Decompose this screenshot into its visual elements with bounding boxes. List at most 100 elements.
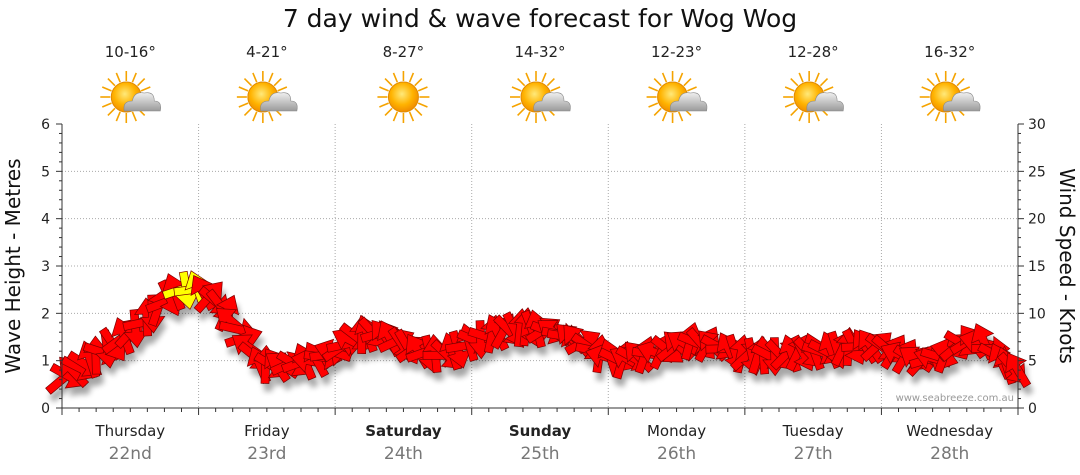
sun-ray: [273, 78, 282, 87]
sun-disc: [387, 81, 419, 113]
left-tick-label: 5: [41, 164, 50, 180]
sun-ray: [243, 78, 253, 87]
sun-ray: [677, 72, 684, 83]
day-temperature: 16-32°: [924, 43, 975, 61]
day-date-label: 26th: [657, 444, 696, 464]
sun-ray: [243, 107, 253, 116]
sun-ray: [653, 107, 662, 116]
sun-ray: [131, 72, 137, 83]
sun-ray: [814, 111, 820, 122]
sun-ray: [798, 72, 804, 83]
sun-ray: [814, 72, 820, 83]
cloud: [123, 92, 161, 112]
watermark: www.seabreeze.com.au: [896, 393, 1014, 404]
left-tick-label: 4: [41, 212, 50, 228]
sun-ray: [926, 78, 935, 87]
sun-ray: [131, 111, 137, 122]
sun-ray: [926, 107, 935, 116]
sun-ray: [956, 78, 965, 87]
left-tick-label: 3: [41, 259, 50, 275]
day-temperature: 4-21°: [246, 43, 288, 61]
sun-ray: [277, 86, 288, 92]
right-tick-label: 5: [1028, 354, 1037, 370]
wind-arrow: [123, 309, 149, 349]
sun-ray: [408, 111, 415, 122]
sun-ray: [823, 86, 834, 92]
sun-ray: [517, 78, 526, 87]
day-date-label: 24th: [384, 444, 423, 464]
sun-ray: [238, 102, 249, 108]
sun-ray: [648, 102, 659, 108]
sun-ray: [417, 86, 428, 92]
sun-ray: [107, 107, 116, 116]
day-date-label: 28th: [930, 444, 969, 464]
day-temperature: 10-16°: [105, 43, 156, 61]
day-date-label: 27th: [794, 444, 833, 464]
sun-cloud-icon: [783, 71, 844, 123]
sun-ray: [252, 111, 258, 122]
sun-ray: [511, 102, 522, 108]
sun-ray: [921, 102, 932, 108]
sun-ray: [268, 111, 274, 122]
day-name-label: Friday: [244, 422, 290, 440]
right-tick-label: 20: [1028, 212, 1046, 228]
sun-cloud-icon: [236, 71, 298, 123]
cloud: [806, 92, 844, 112]
sun-cloud-icon: [646, 71, 708, 123]
sun-ray: [408, 72, 415, 83]
sun-ray: [677, 111, 684, 122]
sun-ray: [107, 78, 116, 87]
sun-ray: [541, 111, 547, 122]
sun-ray: [525, 111, 531, 122]
day-name-label: Wednesday: [906, 422, 993, 440]
sun-ray: [784, 102, 795, 108]
day-date-label: 23rd: [247, 444, 286, 464]
sun-ray: [935, 111, 941, 122]
sun-ray: [115, 111, 121, 122]
sun-ray: [661, 111, 668, 122]
right-tick-label: 10: [1028, 306, 1046, 322]
sun-ray: [101, 86, 112, 92]
sun-ray: [921, 86, 932, 92]
day-date-label: 25th: [520, 444, 559, 464]
sun-ray: [661, 72, 668, 83]
sun-ray: [550, 86, 561, 92]
day-date-label: 22nd: [109, 444, 152, 464]
left-tick-label: 0: [41, 401, 50, 417]
right-tick-label: 25: [1028, 164, 1046, 180]
sun-cloud-icon: [510, 71, 571, 123]
sun-cloud-icon: [919, 71, 981, 123]
sun-ray: [819, 78, 829, 87]
sun-ray: [101, 102, 112, 108]
sun-ray: [653, 78, 662, 87]
left-axis-title: Wave Height - Metres: [1, 158, 25, 373]
sun-icon: [377, 71, 430, 123]
sun-ray: [648, 86, 659, 92]
sun-ray: [687, 86, 697, 92]
sun-ray: [790, 78, 799, 87]
sun-ray: [960, 86, 971, 92]
left-tick-label: 1: [41, 354, 50, 370]
sun-ray: [115, 72, 121, 83]
sun-ray: [268, 72, 274, 83]
day-name-label: Sunday: [509, 422, 572, 440]
sun-ray: [417, 102, 428, 108]
sun-ray: [541, 72, 547, 83]
right-axis-title: Wind Speed - Knots: [1055, 168, 1079, 364]
sun-ray: [137, 78, 146, 87]
chart-title: 7 day wind & wave forecast for Wog Wog: [282, 4, 798, 33]
sun-ray: [546, 78, 555, 87]
cloud: [943, 92, 981, 112]
day-temperature: 12-28°: [788, 43, 839, 61]
day-name-label: Saturday: [365, 422, 442, 440]
day-name-label: Tuesday: [782, 422, 844, 440]
sun-ray: [238, 86, 249, 92]
sun-ray: [392, 72, 399, 83]
day-name-label: Thursday: [94, 422, 165, 440]
right-tick-label: 0: [1028, 401, 1037, 417]
day-name-label: Monday: [647, 422, 706, 440]
sun-ray: [384, 78, 393, 87]
sun-ray: [951, 111, 957, 122]
cloud: [669, 92, 708, 112]
